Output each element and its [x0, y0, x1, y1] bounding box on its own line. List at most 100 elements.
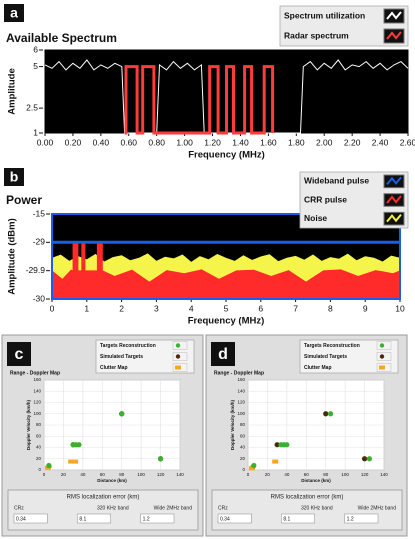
- legend-label: Targets Reconstruction: [304, 343, 360, 349]
- legend-icon-frame: [376, 363, 392, 372]
- rms-title: RMS localization error (km): [67, 495, 140, 501]
- x-axis-label: Distance (km): [301, 478, 331, 483]
- x-tick-label: 10: [395, 303, 405, 313]
- x-tick-label: 0.20: [65, 137, 82, 147]
- y-tick-label: 60: [36, 433, 42, 438]
- y-tick-label: 140: [33, 388, 41, 393]
- x-tick-label: 1.60: [260, 137, 277, 147]
- legend-icon-line: [386, 214, 402, 223]
- x-tick-label: 0: [43, 472, 46, 477]
- point: [72, 459, 79, 464]
- x-tick-label: 100: [341, 472, 349, 477]
- x-tick-label: 120: [157, 472, 165, 477]
- x-tick-label: 40: [284, 472, 290, 477]
- legend-icon: [175, 343, 181, 348]
- point: [323, 411, 329, 417]
- x-tick-label: 0: [247, 472, 250, 477]
- legend-icon-frame: [172, 352, 188, 361]
- point: [284, 442, 290, 448]
- x-tick-label: 0: [50, 303, 55, 313]
- point: [76, 442, 82, 448]
- series-line: [44, 59, 409, 134]
- x-tick-label: 2.20: [344, 137, 361, 147]
- y-tick-label: 140: [237, 388, 245, 393]
- y-tick-label: -30: [33, 293, 46, 303]
- point: [248, 466, 255, 471]
- x-tick-label: 2: [119, 303, 124, 313]
- rms-field-box: [13, 513, 48, 524]
- x-axis-label: Frequency (MHz): [188, 150, 265, 161]
- point: [274, 442, 280, 448]
- x-tick-label: 0.00: [37, 137, 54, 147]
- legend-icon-frame: [172, 341, 188, 350]
- x-axis-label: Frequency (MHz): [188, 316, 265, 327]
- x-tick-label: 140: [176, 472, 184, 477]
- rms-box: [211, 489, 403, 531]
- rms-field-value: 8.1: [283, 516, 290, 522]
- legend-icon-line: [386, 195, 402, 204]
- legend-icon-frame: [376, 352, 392, 361]
- y-tick-label: 0: [38, 467, 41, 472]
- x-tick-label: 80: [323, 472, 329, 477]
- legend-label: Wideband pulse: [304, 176, 369, 186]
- legend-icon-line: [386, 176, 402, 185]
- series-line: [124, 65, 275, 135]
- x-axis-label: Distance (km): [97, 478, 127, 483]
- legend-icon: [379, 365, 385, 370]
- x-tick-label: 2.60: [400, 137, 415, 147]
- x-tick-label: 1.00: [176, 137, 193, 147]
- y-tick-label: 40: [36, 445, 42, 450]
- point: [361, 456, 368, 462]
- y-axis-label: Amplitude: [7, 68, 18, 114]
- rms-field-box: [217, 513, 252, 524]
- point: [157, 456, 164, 462]
- legend-icon-frame: [172, 363, 188, 372]
- y-tick-label: 120: [33, 400, 41, 405]
- rms-box: [7, 489, 199, 531]
- rms-field-box: [77, 513, 111, 524]
- x-tick-label: 80: [119, 472, 125, 477]
- y-tick-label: 120: [237, 400, 245, 405]
- y-tick-label: 20: [36, 456, 42, 461]
- x-tick-label: 120: [361, 472, 369, 477]
- y-axis-label: Amplitude (dBm): [7, 218, 18, 295]
- legend-label: CRR pulse: [304, 194, 347, 204]
- y-tick-label: 6: [33, 44, 38, 54]
- point: [68, 459, 75, 464]
- point: [251, 462, 257, 469]
- point: [366, 456, 373, 462]
- chart-title: Range - Doppler Map: [214, 370, 264, 376]
- panel-letter: c: [15, 346, 24, 363]
- rms-field-label: CRz: [218, 505, 228, 511]
- y-tick-label: 80: [36, 422, 42, 427]
- panel-letter-box: [4, 4, 24, 22]
- y-tick-label: 2.5: [26, 102, 38, 112]
- legend-icon: [175, 365, 181, 370]
- rms-field-label: 320 KHz band: [301, 505, 333, 511]
- x-tick-label: 0.40: [93, 137, 110, 147]
- x-tick-label: 1.40: [232, 137, 249, 147]
- y-tick-label: -29: [33, 237, 46, 247]
- y-tick-label: 1: [33, 127, 38, 137]
- x-tick-label: 2.40: [372, 137, 389, 147]
- y-axis-label: Doppler Velocity (km/h): [26, 399, 31, 450]
- x-tick-label: 20: [265, 472, 271, 477]
- panel-letter-box: [7, 342, 31, 366]
- point: [327, 411, 334, 417]
- rms-field-label: Wide 2MHz band: [358, 505, 397, 511]
- x-tick-label: 1.20: [204, 137, 221, 147]
- plot-frame: [51, 213, 401, 300]
- x-tick-label: 140: [380, 472, 388, 477]
- x-tick-label: 4: [189, 303, 194, 313]
- legend-label: Simulated Targets: [100, 354, 143, 360]
- rms-field-value: 8.1: [79, 516, 86, 522]
- panel-letter-box: [211, 342, 235, 366]
- rms-field-label: Wide 2MHz band: [154, 505, 193, 511]
- legend-label: Simulated Targets: [304, 354, 347, 360]
- x-tick-label: 1.80: [288, 137, 305, 147]
- y-tick-label: 60: [240, 433, 246, 438]
- legend-label: Noise: [304, 213, 327, 223]
- rms-field-label: 320 KHz band: [97, 505, 129, 511]
